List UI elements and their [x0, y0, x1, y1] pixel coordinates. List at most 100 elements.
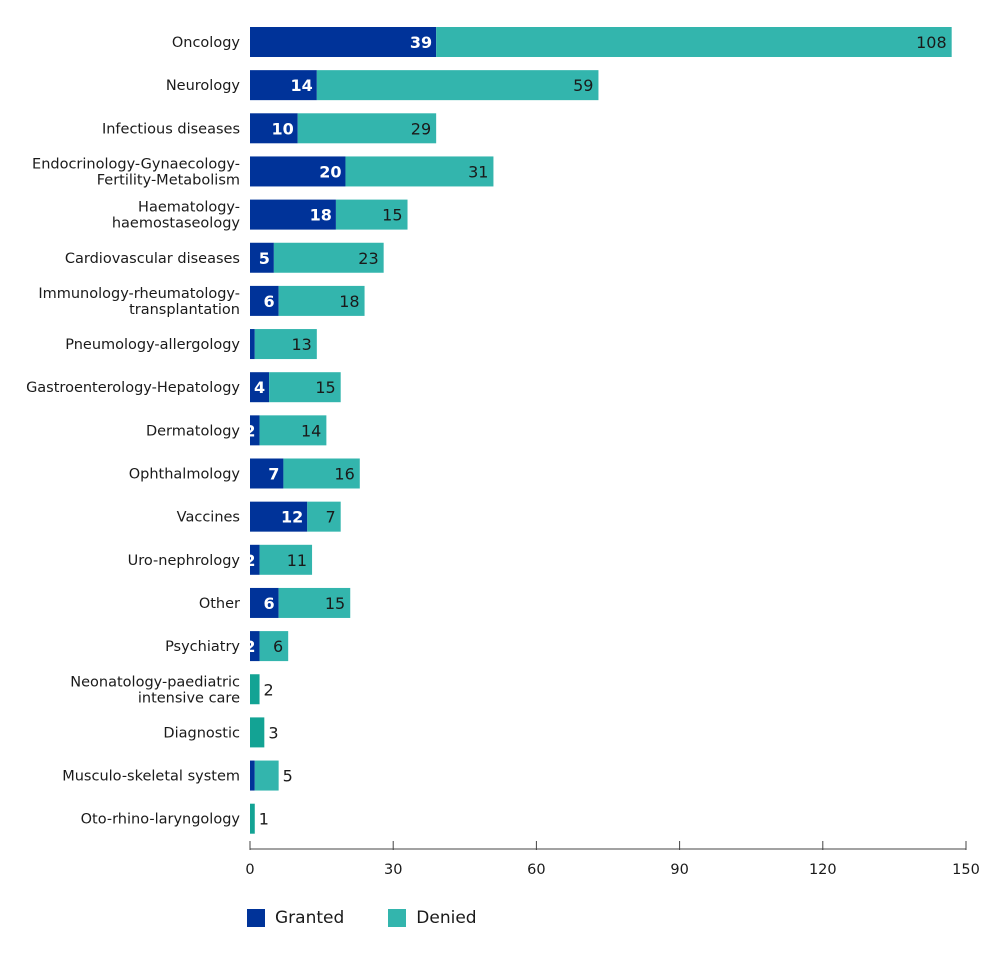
value-label-denied-oto-rhino-laryngology: 1 — [259, 810, 269, 829]
bar-denied-infectious-diseases — [297, 113, 437, 144]
bar-denied-oto-rhino-laryngology — [250, 803, 255, 834]
bar-denied-psychiatry — [259, 631, 289, 662]
category-label-oncology: Oncology — [172, 35, 241, 51]
bar-granted-oncology — [250, 27, 437, 57]
bar-granted-infectious-diseases — [250, 113, 298, 144]
value-label-granted-cardiovascular-diseases: 5 — [259, 249, 270, 268]
bar-denied-oncology — [436, 27, 952, 57]
x-tick-label-30: 30 — [384, 862, 402, 878]
value-label-denied-cardiovascular-diseases: 23 — [358, 249, 378, 268]
category-label-vaccines: Vaccines — [177, 510, 240, 526]
bar-granted-cardiovascular-diseases — [250, 242, 274, 273]
legend-swatch-granted — [247, 909, 265, 927]
category-label-pneumology-allergology: Pneumology-allergology — [65, 337, 240, 353]
value-label-denied-vaccines: 7 — [326, 508, 336, 527]
value-label-denied-endocrinology-gynaecology-fertility-metabolism: 31 — [468, 162, 488, 181]
legend-item-granted: Granted — [247, 908, 344, 928]
bar-granted-ophthalmology — [250, 458, 284, 489]
bar-granted-musculo-skeletal-system — [250, 760, 255, 791]
bar-denied-haematology-haemostaseology — [335, 199, 408, 230]
legend-label-granted: Granted — [275, 908, 345, 928]
value-label-denied-neonatology-paediatric-intensive-care: 2 — [264, 680, 274, 699]
value-label-granted-pneumology-allergology: 1 — [240, 335, 251, 354]
bar-denied-immunology-rheumatology-transplantation — [278, 285, 365, 316]
value-label-granted-gastroenterology-hepatology: 4 — [254, 378, 265, 397]
bar-denied-diagnostic — [250, 717, 265, 748]
legend-item-denied: Denied — [388, 908, 477, 928]
category-label-infectious-diseases: Infectious diseases — [102, 121, 240, 137]
legend: Granted Denied — [247, 908, 477, 928]
value-label-granted-infectious-diseases: 10 — [271, 119, 293, 138]
bar-granted-immunology-rheumatology-transplantation — [250, 285, 279, 316]
bar-denied-dermatology — [259, 415, 327, 446]
bar-granted-dermatology — [250, 415, 260, 446]
bar-granted-uro-nephrology — [250, 544, 260, 575]
x-tick-label-0: 0 — [245, 862, 254, 878]
category-label-dermatology: Dermatology — [146, 423, 240, 439]
value-label-denied-dermatology: 14 — [301, 421, 321, 440]
category-label-diagnostic: Diagnostic — [163, 725, 240, 741]
category-label-uro-nephrology: Uro-nephrology — [128, 553, 241, 569]
category-labels: Oncology Neurology Infectious diseases Endo… — [26, 35, 240, 828]
value-label-denied-pneumology-allergology: 13 — [291, 335, 311, 354]
value-label-denied-immunology-rheumatology-transplantation: 18 — [339, 292, 359, 311]
value-label-denied-uro-nephrology: 11 — [287, 551, 307, 570]
value-label-granted-vaccines: 12 — [281, 508, 303, 527]
value-label-granted-dermatology: 2 — [244, 421, 255, 440]
bar-denied-ophthalmology — [283, 458, 360, 489]
category-label-other: Other — [199, 596, 240, 612]
bar-denied-gastroenterology-hepatology — [269, 372, 341, 403]
value-label-granted-psychiatry: 2 — [244, 637, 255, 656]
category-label-cardiovascular-diseases: Cardiovascular diseases — [65, 251, 240, 267]
bar-denied-cardiovascular-diseases — [273, 242, 384, 273]
bar-denied-neurology — [316, 70, 599, 101]
bar-denied-other — [278, 587, 351, 618]
bar-granted-gastroenterology-hepatology — [250, 372, 270, 403]
bar-granted-haematology-haemostaseology — [250, 199, 336, 230]
bar-denied-endocrinology-gynaecology-fertility-metabolism — [345, 156, 494, 187]
value-label-granted-ophthalmology: 7 — [268, 465, 279, 484]
value-label-denied-haematology-haemostaseology: 15 — [382, 206, 402, 225]
bar-granted-other — [250, 587, 279, 618]
x-tick-label-90: 90 — [670, 862, 688, 878]
x-axis: 0 30 60 90 120 150 — [245, 841, 980, 878]
value-label-granted-haematology-haemostaseology: 18 — [310, 206, 332, 225]
category-label-endocrinology-gynaecology-fertility-metabolism: Endocrinology-Gynaecology-Fertility-Meta… — [32, 156, 240, 188]
value-label-granted-uro-nephrology: 2 — [244, 551, 255, 570]
value-label-denied-psychiatry: 6 — [273, 637, 283, 656]
bar-denied-musculo-skeletal-system — [254, 760, 279, 791]
bar-denied-pneumology-allergology — [254, 329, 317, 360]
bar-granted-psychiatry — [250, 631, 260, 662]
category-label-oto-rhino-laryngology: Oto-rhino-laryngology — [81, 812, 241, 828]
legend-swatch-denied — [388, 909, 407, 927]
value-label-denied-gastroenterology-hepatology: 15 — [315, 378, 335, 397]
value-label-denied-ophthalmology: 16 — [334, 465, 354, 484]
value-label-granted-musculo-skeletal-system: 1 — [240, 767, 251, 786]
value-label-denied-infectious-diseases: 29 — [411, 119, 431, 138]
x-tick-label-60: 60 — [527, 862, 545, 878]
bar-denied-vaccines — [307, 501, 341, 532]
category-label-immunology-rheumatology-transplantation: Immunology-rheumatology-transplantation — [38, 286, 240, 318]
value-label-denied-neurology: 59 — [573, 76, 593, 95]
category-label-psychiatry: Psychiatry — [165, 639, 240, 655]
legend-label-denied: Denied — [416, 908, 477, 928]
category-label-neonatology-paediatric-intensive-care: Neonatology-paediatric intensive care — [70, 674, 240, 706]
value-label-granted-endocrinology-gynaecology-fertility-metabolism: 20 — [319, 162, 341, 181]
bar-granted-neurology — [250, 70, 317, 101]
value-label-granted-oncology: 39 — [410, 33, 432, 52]
x-tick-label-120: 120 — [809, 862, 837, 878]
bar-granted-pneumology-allergology — [250, 329, 255, 360]
value-label-granted-immunology-rheumatology-transplantation: 6 — [263, 292, 274, 311]
bar-granted-vaccines — [250, 501, 308, 532]
value-label-granted-other: 6 — [263, 594, 274, 613]
x-tick-label-150: 150 — [952, 862, 980, 878]
category-label-ophthalmology: Ophthalmology — [129, 467, 241, 483]
value-label-denied-diagnostic: 3 — [268, 723, 278, 742]
value-label-granted-neurology: 14 — [291, 76, 313, 95]
category-label-musculo-skeletal-system: Musculo-skeletal system — [62, 769, 240, 785]
bar-denied-neonatology-paediatric-intensive-care — [250, 674, 260, 705]
value-label-denied-oncology: 108 — [916, 33, 947, 52]
value-label-denied-other: 15 — [325, 594, 345, 613]
